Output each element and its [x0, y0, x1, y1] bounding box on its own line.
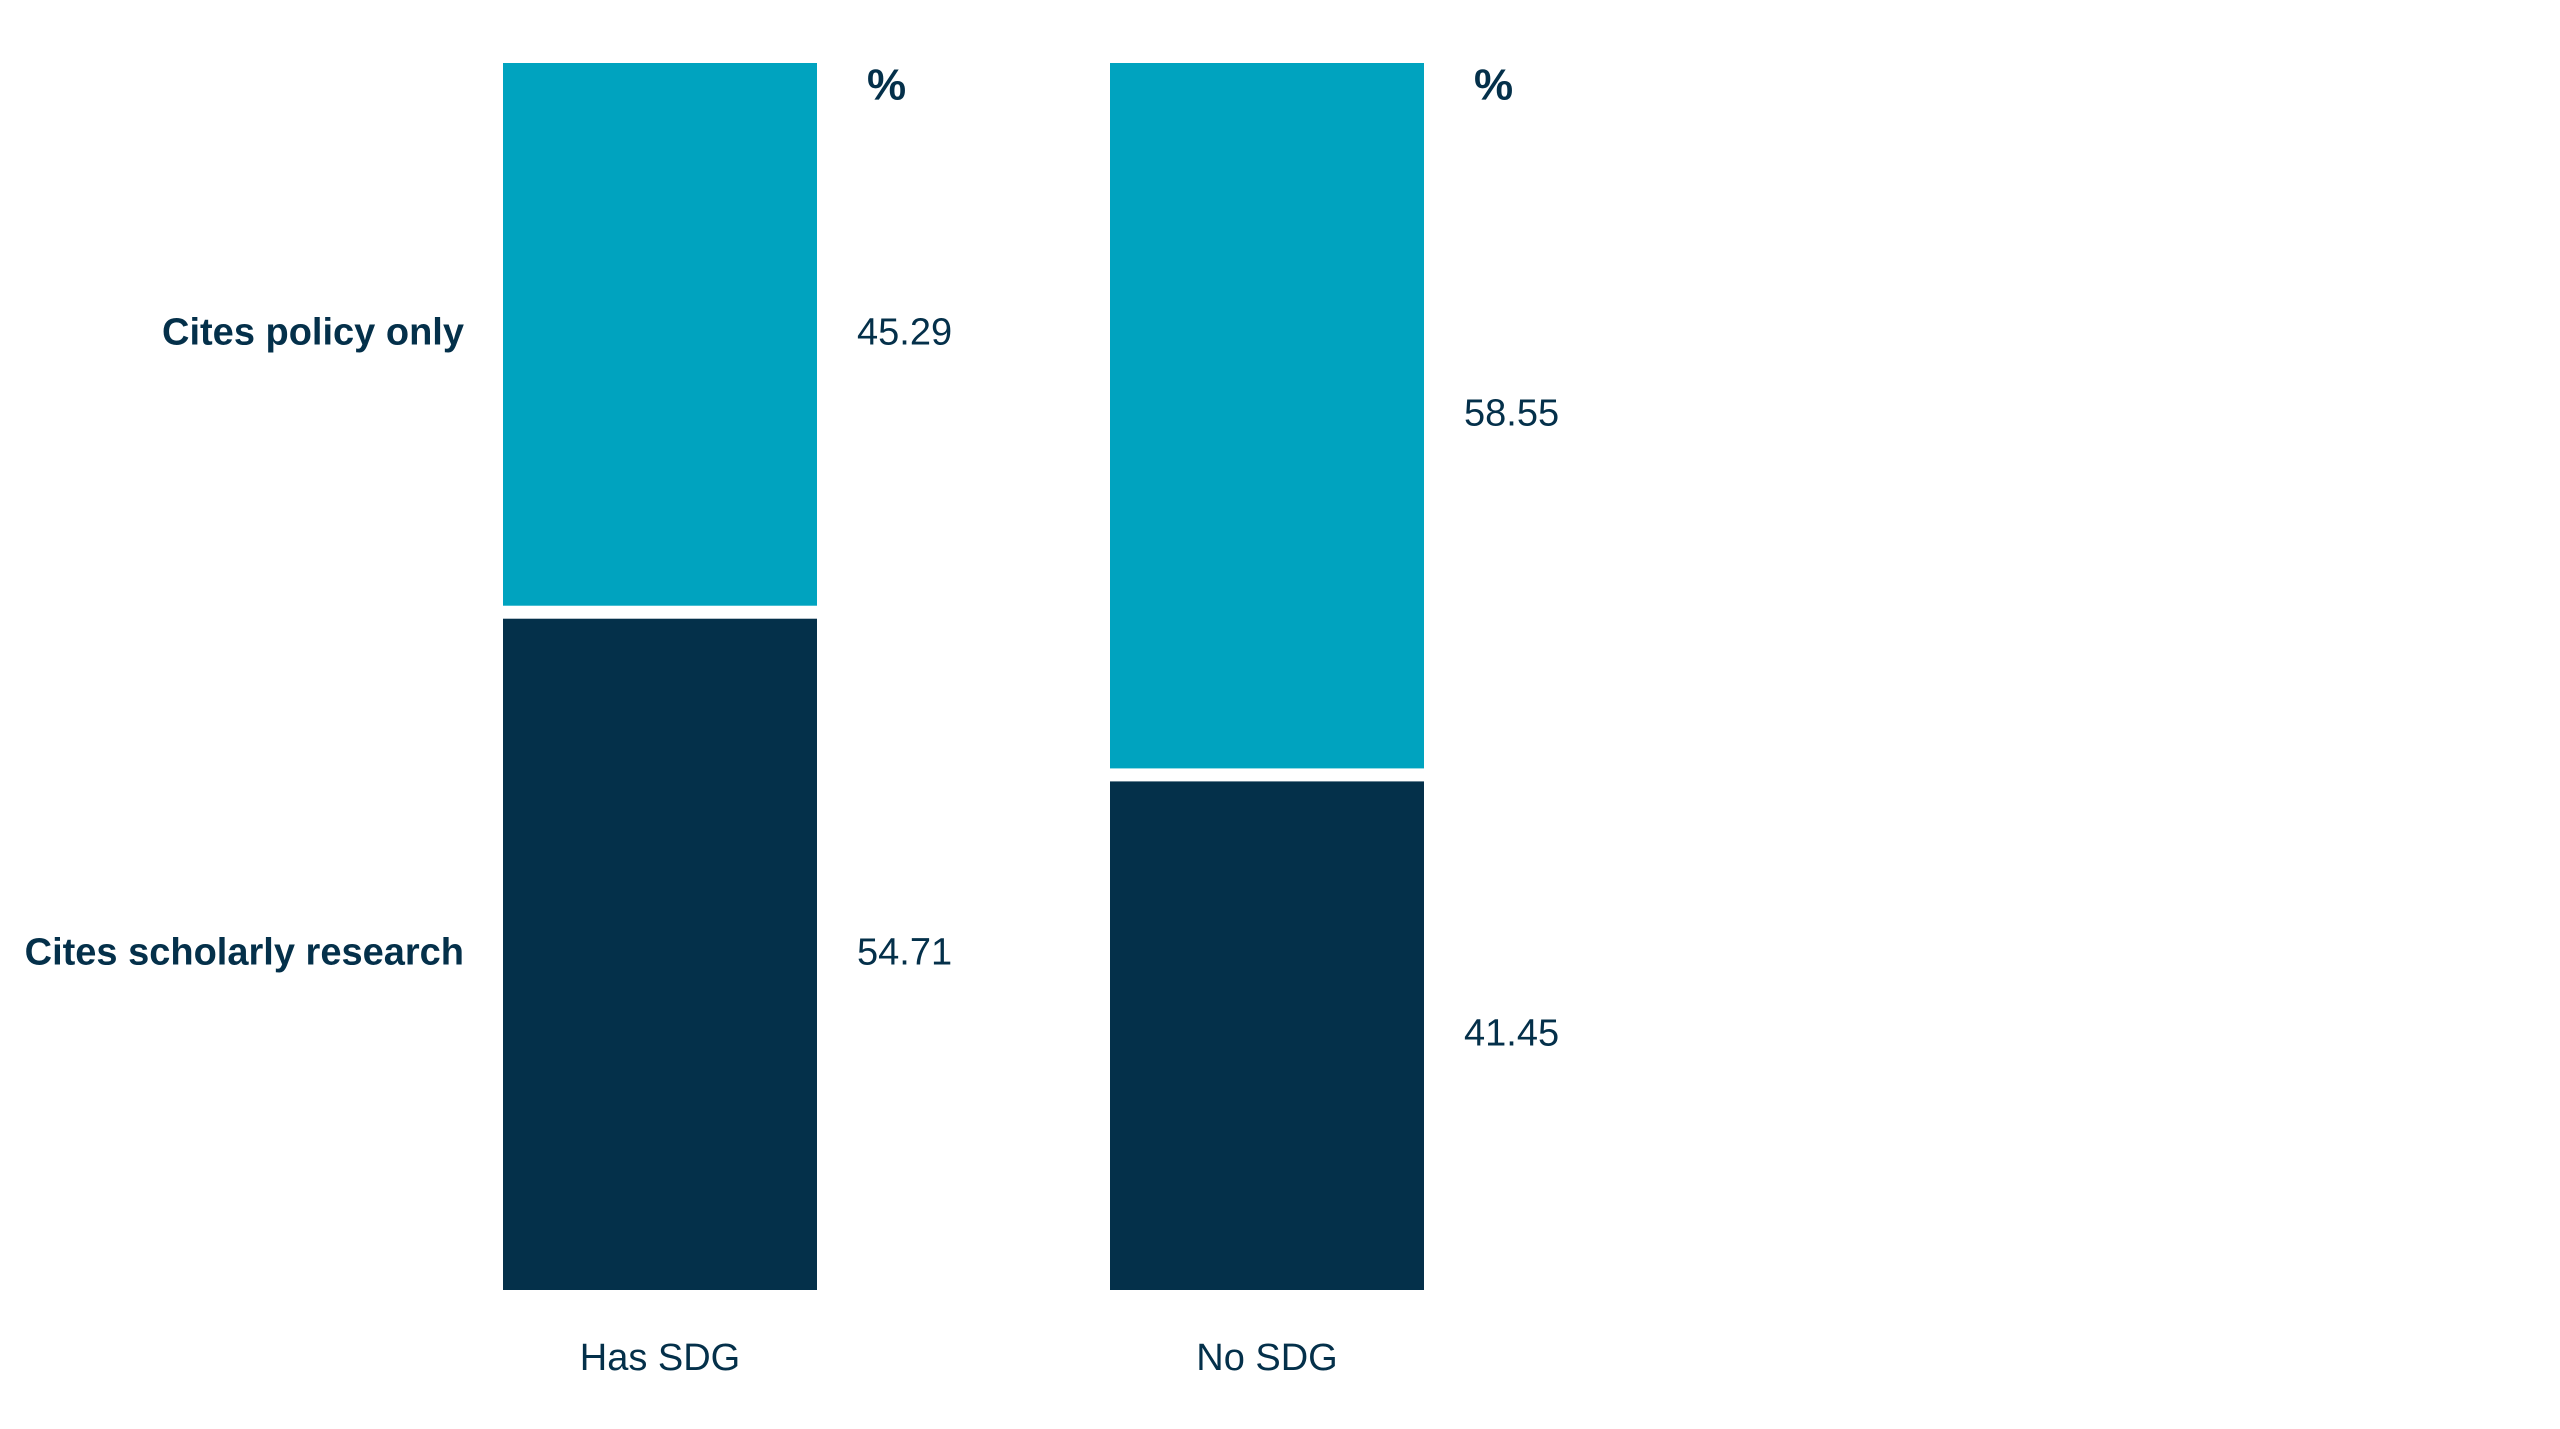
- value-label: 41.45: [1464, 1013, 1559, 1055]
- column-header: %: [867, 61, 906, 110]
- bar-segment: [1110, 781, 1424, 1290]
- bar-segment: [1110, 63, 1424, 769]
- value-label: 45.29: [857, 311, 952, 353]
- column-header: %: [1474, 61, 1513, 110]
- value-label: 58.55: [1464, 393, 1559, 435]
- x-tick-label: Has SDG: [580, 1337, 740, 1379]
- x-tick-label: No SDG: [1196, 1337, 1337, 1379]
- value-label: 54.71: [857, 931, 952, 973]
- legend-label: Cites scholarly research: [25, 931, 464, 973]
- bar-segment: [503, 63, 817, 606]
- bar-segment: [503, 618, 817, 1290]
- legend-label: Cites policy only: [162, 311, 464, 353]
